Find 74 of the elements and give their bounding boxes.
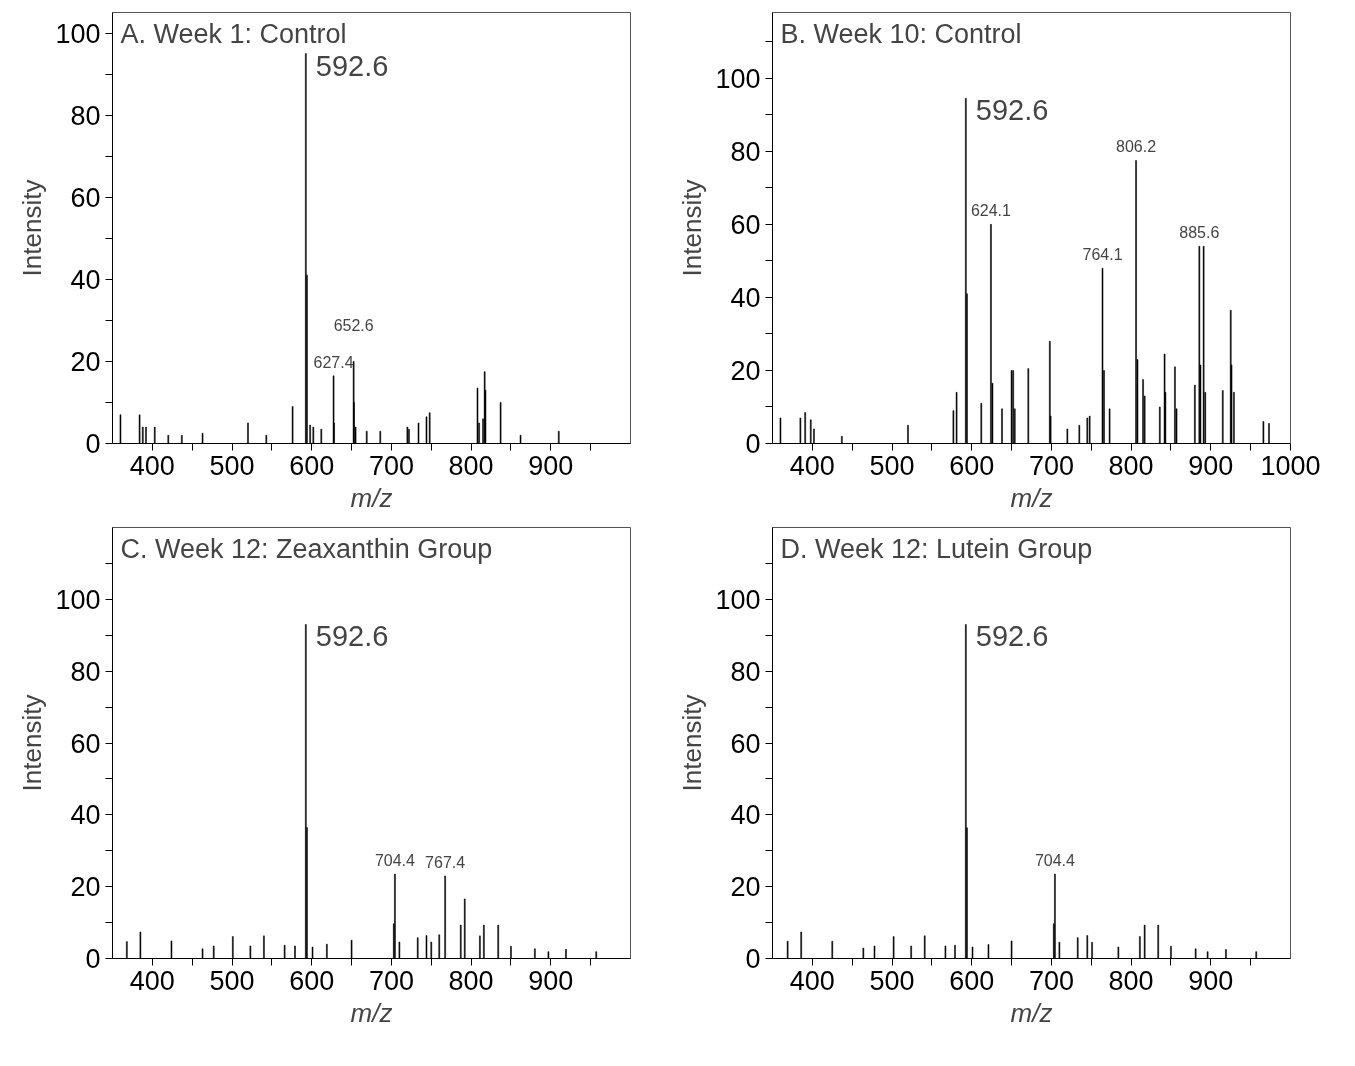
annotation: 806.2	[1116, 138, 1157, 156]
y-tick-label: 40	[70, 264, 101, 295]
x-tick-label: 400	[129, 965, 175, 996]
y-tick-label: 20	[70, 346, 101, 377]
x-tick-label: 800	[448, 450, 494, 481]
chart-title: B. Week 10: Control	[780, 18, 1022, 49]
y-tick-label: 40	[70, 800, 101, 831]
x-tick-label: 900	[1188, 450, 1234, 481]
x-tick-label: 900	[528, 450, 574, 481]
x-axis-title: m/z	[350, 482, 393, 513]
x-tick-label: 600	[949, 450, 995, 481]
y-tick-label: 60	[730, 209, 761, 240]
chart-title: D. Week 12: Lutein Group	[780, 533, 1093, 564]
annotation: 764.1	[1082, 246, 1123, 264]
x-tick-label: 800	[448, 965, 494, 996]
y-tick-label: 60	[730, 728, 761, 759]
y-axis-title: Intensity	[677, 179, 708, 277]
y-tick-label: 20	[730, 355, 761, 386]
annotation: 627.4	[313, 353, 354, 371]
x-tick-label: 700	[368, 450, 414, 481]
y-tick-label: 80	[730, 656, 761, 687]
y-tick-label: 100	[715, 584, 761, 615]
annotation: 767.4	[425, 853, 466, 871]
x-tick-label: 400	[789, 965, 835, 996]
x-tick-label: 800	[1108, 450, 1154, 481]
y-tick-label: 100	[55, 584, 101, 615]
annotation: 592.6	[315, 49, 389, 82]
y-axis-title: Intensity	[17, 694, 48, 792]
x-tick-label: 600	[289, 450, 335, 481]
x-axis-title: m/z	[1010, 997, 1053, 1028]
y-axis-title: Intensity	[677, 694, 708, 792]
x-tick-label: 1000	[1260, 450, 1321, 481]
annotation: 885.6	[1179, 224, 1220, 242]
y-tick-label: 60	[70, 182, 101, 213]
y-tick-label: 0	[85, 429, 101, 459]
y-tick-label: 20	[730, 872, 761, 903]
x-tick-label: 500	[869, 965, 915, 996]
y-axis-title: Intensity	[17, 179, 48, 277]
annotation: 624.1	[970, 202, 1012, 220]
x-tick-label: 500	[209, 965, 255, 996]
annotation: 592.6	[975, 620, 1049, 653]
y-tick-label: 80	[70, 100, 101, 131]
x-tick-label: 500	[869, 450, 915, 481]
x-tick-label: 600	[949, 965, 995, 996]
x-axis-title: m/z	[350, 997, 393, 1028]
x-axis-title: m/z	[1010, 482, 1053, 513]
y-tick-label: 0	[745, 429, 761, 459]
x-tick-label: 700	[1028, 450, 1074, 481]
y-tick-label: 0	[85, 944, 101, 974]
y-tick-label: 40	[730, 282, 761, 313]
annotation: 704.4	[1034, 852, 1076, 870]
y-tick-label: 80	[70, 656, 101, 687]
x-tick-label: 700	[368, 965, 414, 996]
x-tick-label: 500	[209, 450, 255, 481]
x-tick-label: 600	[289, 965, 335, 996]
x-tick-label: 400	[789, 450, 835, 481]
y-tick-label: 0	[745, 944, 761, 974]
x-tick-label: 900	[1188, 965, 1234, 996]
y-tick-label: 80	[730, 136, 761, 167]
chart-title: C. Week 12: Zeaxanthin Group	[120, 533, 493, 564]
y-tick-label: 100	[55, 18, 101, 49]
x-tick-label: 800	[1108, 965, 1154, 996]
annotation: 592.6	[975, 94, 1049, 127]
annotation: 592.6	[315, 620, 389, 653]
x-tick-label: 400	[129, 450, 175, 481]
x-tick-label: 900	[528, 965, 574, 996]
x-tick-label: 700	[1028, 965, 1074, 996]
annotation: 704.4	[374, 852, 416, 870]
chart-title: A. Week 1: Control	[120, 18, 347, 49]
y-tick-label: 60	[70, 728, 101, 759]
annotation: 652.6	[333, 317, 374, 335]
y-tick-label: 20	[70, 872, 101, 903]
y-tick-label: 40	[730, 800, 761, 831]
y-tick-label: 100	[715, 63, 761, 94]
